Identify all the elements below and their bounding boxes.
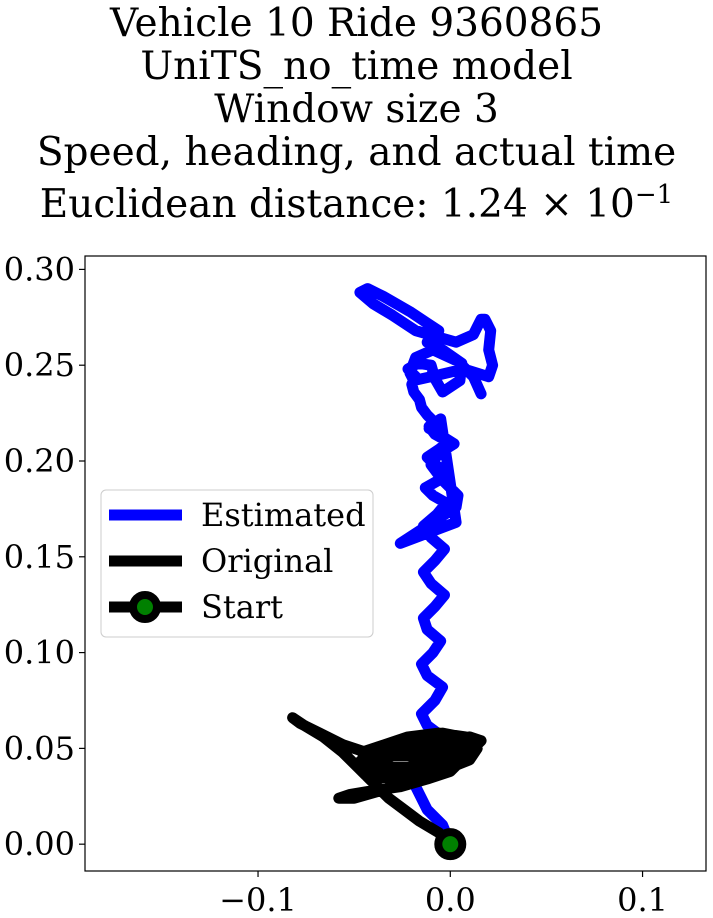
title-line-2: UniTS_no_time model	[140, 44, 573, 89]
y-axis: 0.00 0.05 0.10 0.15 0.20 0.25 0.30	[4, 250, 85, 863]
y-tick-label: 0.20	[4, 442, 75, 480]
distance-exponent: −1	[634, 180, 674, 210]
series-line-original	[287, 712, 487, 850]
y-tick-label: 0.15	[4, 538, 75, 576]
y-tick-label: 0.30	[4, 250, 75, 288]
x-tick-label: −0.1	[219, 881, 297, 918]
chart-title: Vehicle 10 Ride 9360865 UniTS_no_time mo…	[0, 2, 713, 226]
start-marker	[434, 828, 467, 861]
y-tick-label: 0.10	[4, 634, 75, 672]
legend-label-estimated: Estimated	[201, 496, 366, 534]
distance-times: × 10	[527, 182, 635, 227]
y-tick-label: 0.25	[4, 346, 75, 384]
legend-swatch-start-marker	[129, 591, 161, 623]
y-tick-label: 0.05	[4, 729, 75, 767]
legend: Estimated Original Start	[100, 489, 374, 638]
x-axis: −0.1 0.0 0.1	[219, 871, 668, 918]
legend-box	[100, 489, 374, 638]
title-line-5: Euclidean distance: 1.24 × 10−1	[0, 174, 713, 226]
legend-label-original: Original	[201, 542, 333, 580]
x-tick-label: 0.0	[425, 881, 476, 918]
title-line-1: Vehicle 10 Ride 9360865	[109, 1, 604, 46]
series-layer	[287, 283, 499, 861]
y-tick-label: 0.00	[4, 825, 75, 863]
plot-frame	[84, 255, 707, 872]
title-line-4: Speed, heading, and actual time	[36, 130, 677, 175]
series-line-estimated	[354, 283, 499, 850]
legend-label-start: Start	[201, 588, 283, 626]
distance-text: Euclidean distance: 1.24	[39, 182, 528, 227]
title-line-3: Window size 3	[214, 87, 499, 132]
x-tick-label: 0.1	[617, 881, 668, 918]
